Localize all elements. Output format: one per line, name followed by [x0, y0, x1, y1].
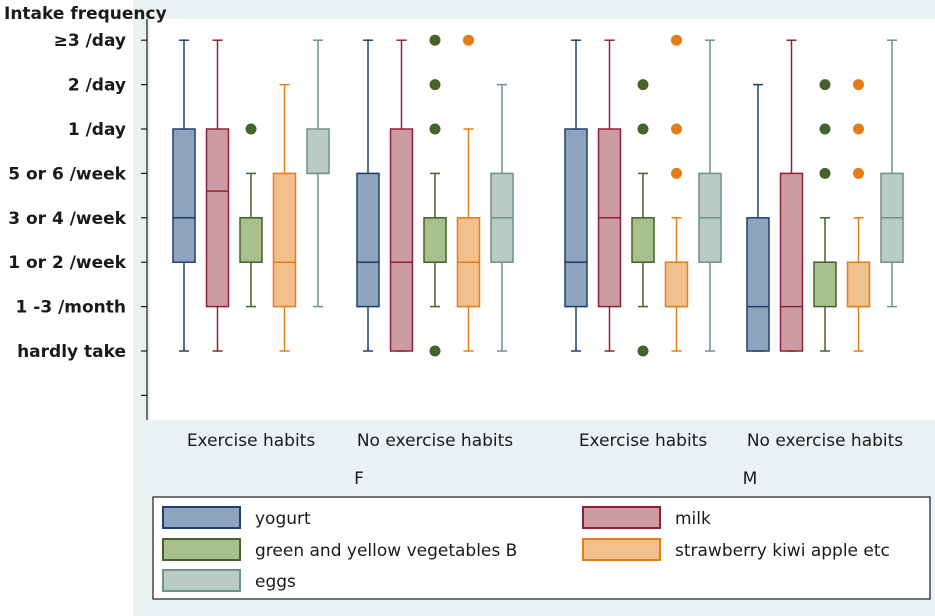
legend-swatch [162, 569, 241, 592]
box [306, 128, 330, 175]
legend-swatch [582, 506, 661, 529]
outlier-point [245, 123, 257, 135]
legend: yogurt milk green and yellow vegetables B s… [162, 506, 890, 592]
box [846, 261, 871, 308]
outlier-point [463, 34, 474, 46]
legend-swatch [582, 538, 661, 561]
box [423, 217, 447, 263]
box [272, 172, 297, 308]
box [239, 217, 263, 263]
legend-swatch [162, 506, 241, 529]
outlier-point [671, 34, 682, 46]
x-axis: Exercise habits No exercise habits F Exerci… [187, 431, 903, 489]
series-milk [205, 39, 804, 352]
legend-item: green and yellow vegetables B [162, 538, 517, 561]
box [746, 217, 770, 352]
legend-label: milk [675, 509, 711, 529]
legend-frame [152, 496, 931, 600]
outlier-point [819, 123, 831, 135]
y-axis-title: Intake frequency [4, 4, 167, 24]
series-strawberry-kiwi-apple-etc [272, 34, 871, 352]
box [564, 128, 588, 308]
outlier-point [819, 79, 831, 91]
series-green-and-yellow-vegetables-b [239, 34, 837, 357]
legend-label: yogurt [255, 509, 311, 529]
y-tick-label: 2 /day [68, 76, 126, 96]
legend-label: strawberry kiwi apple etc [675, 541, 890, 561]
x-group-label: M [743, 469, 758, 489]
outlier-point [853, 79, 864, 91]
legend-swatch [162, 538, 241, 561]
y-tick-label: 1 or 2 /week [8, 253, 126, 273]
series-eggs [306, 39, 904, 352]
box [205, 128, 230, 308]
plot-area [150, 19, 935, 420]
box [813, 261, 837, 308]
y-axis: hardly take 1 -3 /month 1 or 2 /week 3 or 4… [8, 19, 148, 420]
legend-item: strawberry kiwi apple etc [582, 538, 890, 561]
x-subgroup-label: No exercise habits [357, 431, 513, 451]
y-tick-label: ≥3 /day [54, 31, 126, 51]
outlier-point [853, 167, 864, 179]
box [356, 172, 380, 308]
x-subgroup-label: Exercise habits [579, 431, 708, 451]
outlier-point [637, 123, 649, 135]
legend-label: green and yellow vegetables B [255, 541, 517, 561]
legend-item: milk [582, 506, 711, 529]
legend-label: eggs [255, 572, 296, 592]
y-tick-label: 1 -3 /month [16, 298, 126, 318]
outlier-point [819, 167, 831, 179]
box [389, 128, 414, 352]
box [172, 128, 196, 263]
outlier-point [637, 79, 649, 91]
legend-item: yogurt [162, 506, 311, 529]
box [664, 261, 689, 308]
legend-item: eggs [162, 569, 296, 592]
outlier-point [429, 123, 441, 135]
outlier-point [853, 123, 864, 135]
y-tick-label: 3 or 4 /week [8, 209, 126, 229]
box [631, 217, 655, 263]
outlier-point [671, 167, 682, 179]
x-subgroup-label: Exercise habits [187, 431, 316, 451]
y-tick-label: hardly take [17, 342, 126, 362]
x-subgroup-label: No exercise habits [747, 431, 903, 451]
outlier-point [671, 123, 682, 135]
x-group-label: F [354, 469, 364, 489]
series-layer [172, 34, 904, 357]
outlier-point [429, 79, 441, 91]
series-yogurt [172, 39, 770, 352]
outlier-point [429, 34, 441, 46]
outlier-point [637, 345, 649, 357]
y-tick-label: 1 /day [68, 120, 126, 140]
box [779, 172, 804, 352]
outlier-point [429, 345, 441, 357]
y-tick-label: 5 or 6 /week [8, 164, 126, 184]
